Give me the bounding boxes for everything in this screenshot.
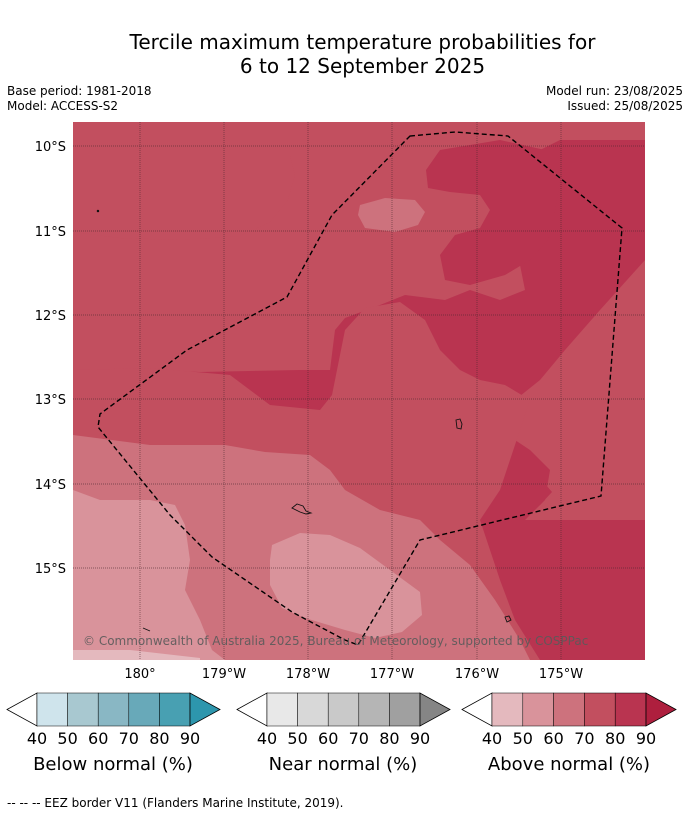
field-70-80-south	[500, 260, 645, 520]
legend-near-label: Near normal (%)	[269, 754, 418, 775]
legend-near-tick-60: 60	[318, 729, 338, 748]
legend-above: 40 50 60 70 80 90 Above normal (%)	[461, 692, 677, 775]
lat-label-11s: 11°S	[35, 225, 66, 240]
legend-above-swatch-3	[553, 692, 585, 727]
legend-above-swatch-1	[491, 692, 524, 727]
legend-near-swatch-5	[389, 692, 421, 727]
base-period: Base period: 1981-2018	[7, 84, 152, 98]
legend-near-tick-90: 90	[410, 729, 430, 748]
island-dot	[96, 209, 100, 213]
model-name: Model: ACCESS-S2	[7, 99, 119, 113]
lon-label-179w: 179°W	[202, 667, 246, 682]
island-upolu-savaii	[291, 503, 313, 515]
legend-below-tick-70: 70	[119, 729, 139, 748]
legend-near-tick-80: 80	[379, 729, 399, 748]
island-small-sw	[142, 627, 151, 632]
legend-near-min-arrow	[236, 692, 268, 727]
legend-near-max-arrow	[419, 692, 451, 727]
legend-below-swatch-2	[67, 692, 99, 727]
map-gridlines	[73, 122, 645, 660]
legend-below-tick-50: 50	[57, 729, 77, 748]
legend-above-swatch-2	[522, 692, 554, 727]
legend-below-swatch-4	[128, 692, 160, 727]
legend-above-swatch-5	[614, 692, 647, 727]
field-90-plus-spot	[508, 458, 552, 512]
island-small-se	[504, 615, 512, 623]
lon-label-177w: 177°W	[370, 667, 414, 682]
legend-below-tick-90: 90	[180, 729, 200, 748]
legend-below-tick-80: 80	[149, 729, 169, 748]
lat-axis-labels: 10°S 11°S 12°S 13°S 14°S 15°S	[35, 140, 66, 577]
legend-below-label: Below normal (%)	[33, 754, 193, 775]
legend-near-swatch-2	[297, 692, 329, 727]
legend-above-tick-50: 50	[513, 729, 533, 748]
legend-below-swatch-5	[159, 692, 191, 727]
probability-field: © Commonwealth of Australia 2025, Bureau…	[73, 122, 645, 660]
legend-near-swatch-3	[327, 692, 360, 727]
lat-label-14s: 14°S	[35, 478, 66, 493]
lon-label-180: 180°	[124, 667, 155, 682]
legend-above-tick-70: 70	[574, 729, 594, 748]
legend-below-min-arrow	[6, 692, 38, 727]
island-east	[455, 418, 463, 430]
legend-near-swatch-1	[266, 692, 298, 727]
lat-label-15s: 15°S	[35, 562, 66, 577]
chart-title: Tercile maximum temperature probabilitie…	[0, 30, 690, 78]
legend-above-label: Above normal (%)	[488, 754, 650, 775]
lon-label-178w: 178°W	[286, 667, 330, 682]
model-run: Model run: 23/08/2025	[545, 84, 683, 98]
meta-left: Base period: 1981-2018 Model: ACCESS-S2	[7, 84, 152, 114]
eez-footnote: -- -- -- EEZ border V11 (Flanders Marine…	[7, 796, 344, 810]
lon-axis-labels: 180° 179°W 178°W 177°W 176°W 175°W	[124, 667, 583, 682]
field-50-60-west	[73, 490, 225, 660]
legend-near: 40 50 60 70 80 90 Near normal (%)	[236, 692, 451, 775]
meta-right: Model run: 23/08/2025 Issued: 25/08/2025	[546, 84, 683, 114]
title-line-2: 6 to 12 September 2025	[239, 54, 486, 78]
legend-above-tick-60: 60	[543, 729, 563, 748]
legend-below: 40 50 60 70 80 90 Below normal (%)	[6, 692, 221, 775]
legend-near-swatch-4	[358, 692, 390, 727]
lat-label-13s: 13°S	[35, 393, 66, 408]
eez-border	[97, 131, 623, 646]
legend-above-swatch-4	[584, 692, 616, 727]
lat-label-12s: 12°S	[35, 309, 66, 324]
legend-above-tick-80: 80	[605, 729, 625, 748]
legend-below-swatch-1	[36, 692, 68, 727]
issued-date: Issued: 25/08/2025	[567, 99, 683, 113]
legend-above-min-arrow	[461, 692, 493, 727]
legend-near-tick-40: 40	[257, 729, 277, 748]
islands	[96, 209, 512, 632]
legend-below-max-arrow	[189, 692, 221, 727]
legend-below-tick-60: 60	[88, 729, 108, 748]
legend-above-tick-40: 40	[482, 729, 502, 748]
title-line-1: Tercile maximum temperature probabilitie…	[129, 30, 596, 54]
legend-near-tick-50: 50	[287, 729, 307, 748]
copyright-text: © Commonwealth of Australia 2025, Bureau…	[83, 634, 588, 648]
lon-label-175w: 175°W	[539, 667, 583, 682]
legend-above-tick-90: 90	[636, 729, 656, 748]
lon-label-176w: 176°W	[455, 667, 499, 682]
lat-label-10s: 10°S	[35, 140, 66, 155]
legend-below-swatch-3	[97, 692, 130, 727]
legend-below-tick-40: 40	[27, 729, 47, 748]
legend-above-max-arrow	[645, 692, 677, 727]
field-40-50-corner	[73, 650, 200, 660]
legend-near-tick-70: 70	[349, 729, 369, 748]
field-50-60-south	[270, 533, 422, 638]
field-70-80-west-blob	[73, 140, 295, 240]
field-60-70-inner	[358, 198, 425, 232]
field-80-90-inner	[426, 140, 560, 285]
